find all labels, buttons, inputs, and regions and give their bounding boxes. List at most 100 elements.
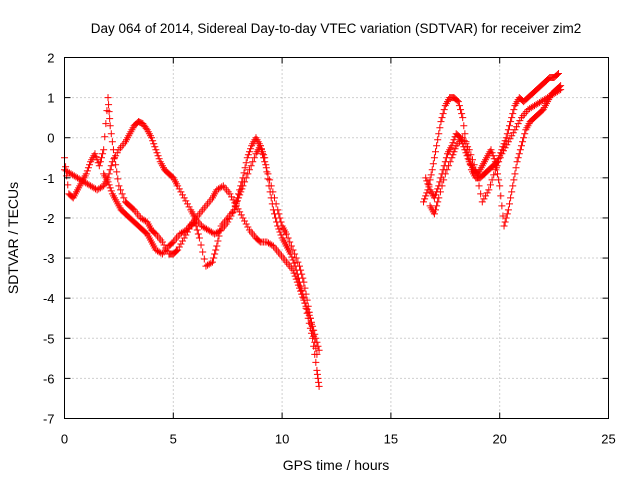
data-point — [473, 174, 481, 182]
data-point — [421, 195, 429, 203]
data-point — [517, 142, 525, 150]
grid — [64, 57, 609, 419]
data-point — [307, 318, 315, 326]
data-point — [556, 83, 564, 91]
data-point — [513, 158, 521, 166]
data-point — [503, 210, 511, 218]
data-point — [508, 132, 516, 140]
data-point — [462, 149, 470, 157]
data-point — [313, 370, 321, 378]
data-point — [460, 137, 468, 145]
data-point — [100, 146, 108, 154]
data-point — [509, 110, 517, 118]
data-point — [234, 205, 242, 213]
data-point — [309, 322, 317, 330]
data-point — [487, 146, 495, 154]
data-point — [443, 166, 451, 174]
data-point — [291, 272, 299, 280]
data-point — [313, 366, 321, 374]
data-point — [294, 258, 302, 266]
data-point — [151, 143, 159, 151]
data-point — [496, 182, 504, 190]
data-point — [214, 237, 222, 245]
data-point — [229, 209, 237, 217]
data-point — [257, 146, 265, 154]
data-point — [249, 158, 257, 166]
data-point — [503, 141, 511, 149]
data-point — [160, 241, 168, 249]
data-point — [501, 137, 509, 145]
data-point — [313, 350, 321, 358]
data-point — [303, 305, 311, 313]
data-point — [183, 200, 191, 208]
data-point — [299, 293, 307, 301]
x-tick-labels: 0 5 10 15 20 25 — [61, 432, 616, 447]
data-point — [194, 230, 202, 238]
data-point — [429, 160, 437, 168]
data-point — [108, 138, 116, 146]
data-point — [520, 134, 528, 142]
data-point — [436, 124, 444, 132]
data-point — [277, 218, 285, 226]
data-point — [512, 164, 520, 172]
data-point — [490, 171, 498, 179]
data-point — [440, 176, 448, 184]
data-point — [501, 218, 509, 226]
data-point — [314, 374, 322, 382]
data-point — [92, 153, 100, 161]
data-point — [277, 231, 285, 239]
data-point — [298, 290, 306, 298]
data-point — [493, 162, 501, 170]
data-point — [235, 190, 243, 198]
plot-frame — [64, 57, 609, 419]
x-axis-label: GPS time / hours — [283, 457, 390, 473]
data-point — [107, 162, 115, 170]
series-trace-b — [61, 118, 321, 358]
data-point — [276, 214, 284, 222]
data-point — [503, 130, 511, 138]
data-point — [464, 155, 472, 163]
data-point — [306, 314, 314, 322]
data-point — [267, 182, 275, 190]
chart-title: Day 064 of 2014, Sidereal Day-to-day VTE… — [91, 21, 581, 36]
data-point — [514, 154, 522, 162]
data-point — [315, 382, 323, 390]
data-point — [216, 227, 224, 235]
series-trace-c — [100, 170, 323, 354]
data-point — [436, 188, 444, 196]
data-point — [208, 258, 216, 266]
data-point — [491, 166, 499, 174]
data-point — [292, 254, 300, 262]
series-trace-e — [422, 82, 565, 230]
data-point — [240, 169, 248, 177]
data-point — [521, 130, 529, 138]
series-trace-a — [61, 94, 323, 390]
data-point — [231, 199, 239, 207]
data-point — [174, 246, 182, 254]
data-point — [459, 114, 467, 122]
data-point — [495, 158, 503, 166]
data-point — [424, 180, 432, 188]
data-point — [519, 138, 527, 146]
data-point — [247, 162, 255, 170]
data-point — [142, 124, 150, 132]
data-point — [84, 164, 92, 172]
data-point — [177, 240, 185, 248]
data-point — [289, 266, 297, 274]
data-point — [500, 147, 508, 155]
data-point — [455, 102, 463, 110]
data-point — [458, 110, 466, 118]
data-point — [510, 106, 518, 114]
data-point — [472, 166, 480, 174]
data-point — [82, 170, 90, 178]
data-point — [506, 135, 514, 143]
data-points — [61, 70, 565, 390]
data-point — [106, 122, 114, 130]
data-point — [207, 259, 215, 267]
data-point — [292, 275, 300, 283]
data-point — [554, 70, 562, 78]
data-point — [305, 311, 313, 319]
data-point — [91, 150, 99, 158]
data-point — [284, 234, 292, 242]
